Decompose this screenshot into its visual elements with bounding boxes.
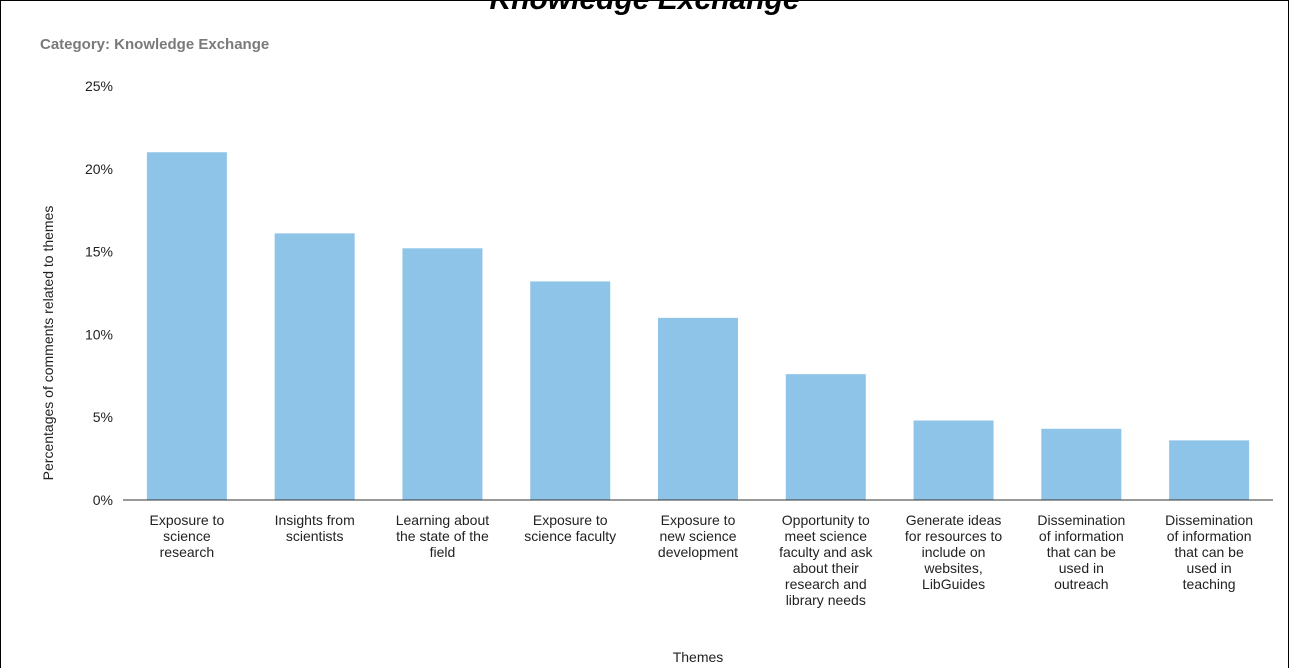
y-tick-label: 5% [93, 409, 113, 425]
y-axis-ticks: 0% 5% 10% 15% 20% 25% [85, 78, 113, 508]
bars-group [146, 152, 1250, 501]
bar-6 [785, 374, 866, 500]
x-tick-label: Exposure to new science development [658, 512, 738, 560]
bar-8 [1041, 428, 1122, 500]
x-axis-labels: Exposure to science research Insights from s… [150, 512, 1254, 608]
y-tick-label: 25% [85, 78, 113, 94]
bar-1 [146, 152, 227, 501]
y-tick-label: 0% [93, 492, 113, 508]
x-axis-title: Themes [673, 649, 724, 665]
x-tick-label: Exposure to science research [150, 512, 225, 560]
y-axis-title: Percentages of comments related to theme… [40, 206, 56, 481]
bar-5 [658, 317, 738, 500]
x-tick-label: Exposure to science faculty [524, 512, 616, 544]
x-tick-label: Opportunity to meet science faculty and as… [779, 512, 873, 608]
x-tick-label: Dissemination of information that can be us… [1037, 512, 1125, 592]
chart-title-cut-off: Knowledge Exchange [0, 0, 1289, 17]
bar-7 [913, 420, 994, 500]
y-tick-label: 15% [85, 244, 113, 260]
bar-4 [530, 281, 611, 500]
bar-9 [1169, 440, 1250, 500]
x-tick-label: Learning about the state of the field [396, 512, 490, 560]
bar-2 [274, 233, 355, 500]
y-tick-label: 20% [85, 161, 113, 177]
chart-subtitle: Category: Knowledge Exchange [40, 36, 270, 53]
x-tick-label: Insights from scientists [275, 512, 355, 544]
y-tick-label: 10% [85, 326, 113, 342]
x-tick-label: Generate ideas for resources to include on… [905, 512, 1002, 592]
x-tick-label: Dissemination of information that can be us… [1165, 512, 1253, 592]
bar-3 [402, 248, 483, 500]
